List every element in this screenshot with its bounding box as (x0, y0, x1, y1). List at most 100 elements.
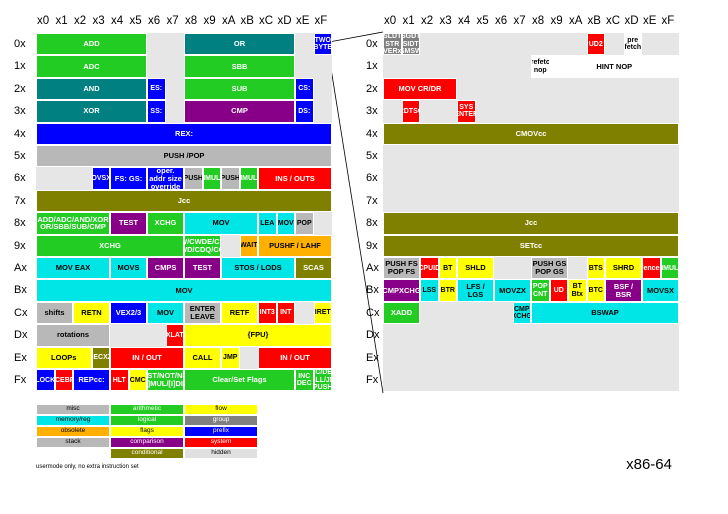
row-header: 9x (366, 239, 378, 252)
opcode-cell: CS: (295, 77, 314, 101)
two-byte-opcode-cell: UD2 (586, 33, 605, 56)
column-header: x2 (421, 15, 434, 27)
row-header: Bx (366, 284, 379, 297)
legend-item: hidden (184, 448, 258, 459)
two-byte-opcode-cell: BTC (586, 279, 605, 302)
legend-item: arithmetic (110, 404, 184, 415)
opcode-cell: JMP (221, 346, 240, 369)
opcode-cell: {FPU} (184, 324, 332, 347)
legend-item: prefix (184, 426, 258, 437)
opcode-cell: MOVS (110, 257, 147, 280)
column-header: x4 (111, 15, 124, 27)
column-header: x5 (476, 15, 489, 27)
row-header: Cx (14, 306, 28, 319)
two-byte-opcode-cell: BT Btx (568, 279, 587, 302)
opcode-cell: INC DEC (295, 369, 314, 392)
two-byte-opcode-cell: BSWAP (531, 301, 679, 325)
opcode-cell: XLAT (165, 324, 184, 347)
two-byte-opcode-cell: Jcc (383, 212, 679, 235)
opcode-cell: IMUL (239, 167, 258, 190)
two-byte-opcode-cell: MOV CR/DR (383, 77, 457, 101)
column-header: x7 (513, 15, 526, 27)
opcode-cell: CMC (128, 369, 147, 392)
row-header: Ex (366, 351, 379, 364)
column-header: x8 (185, 15, 198, 27)
legend-item: flags (110, 426, 184, 437)
two-byte-opcode-cell: IMUL (660, 257, 679, 280)
two-byte-opcode-cell: CMPXCHG (383, 279, 420, 302)
opcode-cell: MOV (36, 279, 332, 302)
row-header: Ax (14, 262, 27, 274)
column-header: xE (643, 15, 657, 27)
column-header: xA (222, 15, 236, 27)
opcode-cell: CMP (184, 100, 295, 123)
two-byte-opcode-cell: {Fences} (642, 257, 661, 280)
two-byte-opcode-cell: POP CNT (531, 279, 550, 302)
column-header: x3 (439, 15, 452, 27)
opcode-cell: LEA (258, 212, 277, 235)
column-header: x0 (384, 15, 397, 27)
row-header: 9x (14, 239, 26, 252)
opcode-cell: RETN (73, 301, 110, 325)
opcode-cell: REX: (36, 122, 332, 145)
column-header: x4 (458, 15, 471, 27)
column-header: x1 (55, 15, 68, 27)
column-header: x9 (550, 15, 563, 27)
row-header: 4x (366, 127, 378, 140)
two-byte-opcode-cell: BTS (586, 257, 605, 280)
opcode-cell: ICEBP (54, 369, 73, 392)
opcode-cell: ADD/ADC/AND/XOR OR/SBB/SUB/CMP (36, 212, 110, 235)
row-header: Dx (366, 329, 380, 342)
two-byte-opcode-cell: MOVZX (494, 279, 531, 302)
legend-item: flow (184, 404, 258, 415)
opcode-cell: DS: (295, 100, 314, 123)
row-header: 6x (14, 172, 26, 185)
opcode-cell: SS: (147, 100, 166, 123)
row-header: Bx (14, 284, 27, 297)
legend-item: stack (36, 437, 110, 448)
opcode-cell: RETF (221, 301, 258, 325)
two-byte-opcode-cell: RDTSC (401, 100, 420, 123)
two-byte-opcode-cell: CMOVcc (383, 122, 679, 145)
legend-item: comparison (110, 437, 184, 448)
column-header: x2 (74, 15, 87, 27)
column-header: xB (587, 15, 601, 27)
opcode-cell: TWO BYTE (313, 33, 332, 56)
opcode-cell: IMUL (202, 167, 221, 190)
opcode-cell: LOOPs (36, 346, 92, 369)
column-header: x5 (129, 15, 142, 27)
column-header: x7 (166, 15, 179, 27)
opcode-cell: PUSH /POP (36, 145, 332, 168)
opcode-cell: INT (276, 301, 295, 325)
row-header: 2x (366, 82, 378, 95)
opcode-cell: Jcc (36, 189, 332, 213)
opcode-cell: JECXZ (91, 346, 110, 369)
column-header: x1 (402, 15, 415, 27)
opcode-cell: INT3 (258, 301, 277, 325)
row-header: 3x (366, 105, 378, 118)
column-header: x8 (532, 15, 545, 27)
color-legend: misc arithmetic flow memory/reg logical group… (36, 404, 258, 460)
row-header: Fx (366, 374, 379, 386)
opcode-cell: XCHG (147, 212, 184, 235)
opcode-cell: CMPS (147, 257, 184, 280)
opcode-cell: TEST (184, 257, 221, 280)
one-byte-opcode-table: ADD OR TWO BYTE ADC SBB AND ES: SUB CS: XOR SS: CMP… (36, 33, 332, 392)
two-byte-opcode-cell: MOVSX (642, 279, 679, 302)
opcode-cell: REPcc: (73, 369, 110, 392)
column-header: x9 (203, 15, 216, 27)
row-header: Ex (14, 351, 27, 364)
opcode-cell: LOCK (36, 369, 55, 392)
column-header: x6 (148, 15, 161, 27)
opcode-cell: IN / OUT (258, 346, 332, 369)
opcode-cell: XOR (36, 100, 147, 123)
column-header: xD (277, 15, 292, 27)
legend-item: system (184, 437, 258, 448)
opcode-cell: Clear/Set Flags (184, 369, 295, 392)
opcode-cell: AND (36, 77, 147, 101)
opcode-cell: MOV EAX (36, 257, 110, 280)
legend-item: misc (36, 404, 110, 415)
